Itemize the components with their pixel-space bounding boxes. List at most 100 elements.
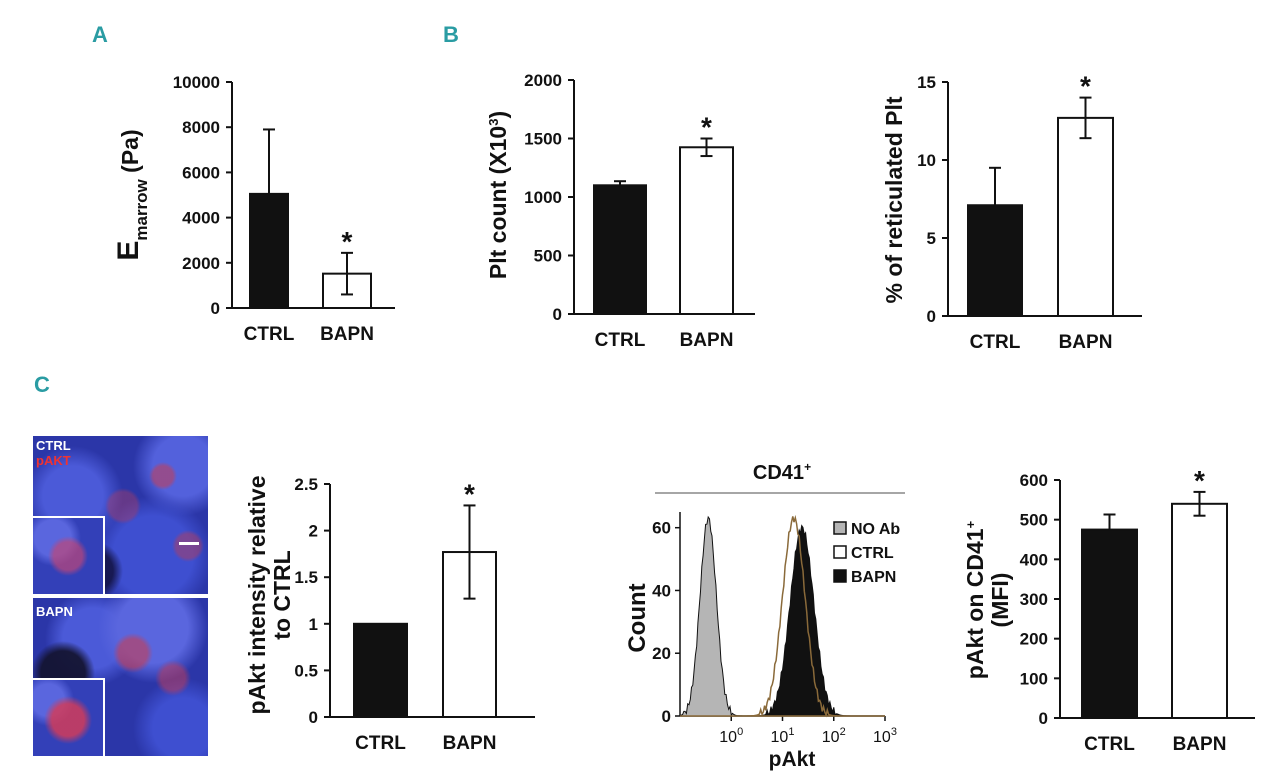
- reticulated-significance-star: *: [1080, 71, 1091, 102]
- panel-letter-b: B: [443, 22, 459, 47]
- emarrow-ytick-label: 0: [211, 299, 220, 318]
- emarrow-ylabel-main: E: [112, 241, 145, 261]
- reticulated-category-ctrl: CTRL: [970, 332, 1021, 353]
- pakt_intensity-ytick-label: 1: [309, 615, 318, 634]
- pakt_mfi-ytick-label: 600: [1020, 471, 1048, 490]
- pakt_mfi-ytick-label: 500: [1020, 511, 1048, 530]
- emarrow-ytick-label: 2000: [182, 254, 220, 273]
- histogram-legend-swatch-no-ab: [833, 521, 847, 535]
- histogram-ylabel: Count: [624, 583, 651, 652]
- emarrow-significance-star: *: [342, 226, 353, 257]
- pakt-intensity-ylabel-1: pAkt intensity relative: [244, 475, 270, 714]
- micrograph-bapn: BAPN: [33, 598, 208, 756]
- histogram-ytick-label: 40: [652, 581, 671, 600]
- pltcount-ytick-label: 2000: [524, 71, 562, 90]
- histogram-xtick-exp: 0: [737, 726, 743, 738]
- pakt_intensity-ytick-label: 2.5: [294, 475, 318, 494]
- pltcount-category-bapn: BAPN: [680, 330, 734, 351]
- histogram-xtick-exp: 2: [840, 726, 846, 738]
- pltcount-category-ctrl: CTRL: [595, 330, 646, 351]
- histogram-xtick-exp: 3: [891, 726, 897, 738]
- histogram-legend-label-bapn: BAPN: [851, 569, 896, 586]
- panel-letter-a: A: [92, 22, 108, 47]
- histogram-ytick-label: 20: [652, 644, 671, 663]
- histogram-xtick-label: 101: [771, 726, 795, 746]
- emarrow-ytick-label: 10000: [173, 73, 220, 92]
- histogram-legend-label-ctrl: CTRL: [851, 545, 894, 562]
- pakt_mfi-bar-ctrl: [1081, 528, 1138, 719]
- histogram-title-main: CD41: [753, 462, 804, 484]
- pakt_mfi-ytick-label: 300: [1020, 590, 1048, 609]
- reticulated-bar-bapn: [1057, 116, 1114, 317]
- pltcount-ylabel: Plt count (X103): [485, 111, 511, 279]
- histogram-xtick-base: 10: [771, 729, 789, 746]
- histogram-title: CD41+: [753, 460, 811, 484]
- pakt_mfi-ytick-label: 100: [1020, 669, 1048, 688]
- histogram-legend-swatch-bapn: [833, 569, 847, 583]
- histogram-xtick-base: 10: [822, 729, 840, 746]
- pltcount-bar-bapn: [679, 146, 734, 315]
- histogram-xtick-base: 10: [719, 729, 737, 746]
- pltcount-ylabel-main: Plt count (X10: [485, 126, 511, 279]
- pakt_intensity-significance-star: *: [464, 478, 475, 509]
- histogram-xtick-label: 103: [873, 726, 897, 746]
- emarrow-ylabel-unit: (Pa): [117, 129, 143, 179]
- histogram-ytick-label: 60: [652, 519, 671, 538]
- pakt_mfi-significance-star: *: [1194, 465, 1205, 496]
- histogram-xtick-exp: 1: [788, 726, 794, 738]
- histogram-xtick-label: 102: [822, 726, 846, 746]
- pakt-intensity-ylabel-2: to CTRL: [269, 550, 295, 639]
- reticulated-category-bapn: BAPN: [1059, 332, 1113, 353]
- histogram-title-sup: +: [804, 460, 811, 474]
- pakt_mfi-ytick-label: 200: [1020, 630, 1048, 649]
- pakt-mfi-ylabel-sup: +: [963, 520, 978, 528]
- histogram-legend-swatch-ctrl: [833, 545, 847, 559]
- reticulated-chart: 0 5 10 15 CTRL * BAPN: [917, 71, 1142, 353]
- pakt_mfi-category-ctrl: CTRL: [1084, 734, 1135, 755]
- pakt_intensity-ytick-label: 1.5: [294, 568, 318, 587]
- pltcount-significance-star: *: [701, 112, 712, 143]
- micrograph-ctrl-inset: [33, 516, 105, 594]
- histogram-xtick-base: 10: [873, 729, 891, 746]
- pltcount-ylabel-sup: 3: [486, 119, 501, 126]
- pltcount-chart: 0 500 1000 1500 2000 CTRL * BAPN: [524, 71, 755, 351]
- pakt_mfi-bar-bapn: [1171, 502, 1228, 719]
- pakt_intensity-bar-ctrl: [353, 622, 408, 718]
- emarrow-bar-ctrl: [249, 192, 289, 309]
- micrograph-label-ctrl: CTRL: [36, 438, 71, 453]
- scale-bar: [179, 542, 199, 545]
- pltcount-ylabel-end: ): [485, 111, 511, 119]
- micrograph-bapn-inset: [33, 678, 105, 756]
- reticulated-ytick-label: 5: [927, 229, 936, 248]
- panel-letter-c: C: [34, 372, 50, 397]
- reticulated-bar-ctrl: [967, 204, 1023, 318]
- pltcount-ytick-label: 1500: [524, 130, 562, 149]
- pakt_mfi-category-bapn: BAPN: [1173, 734, 1227, 755]
- emarrow-category-ctrl: CTRL: [244, 324, 295, 345]
- emarrow-category-bapn: BAPN: [320, 324, 374, 345]
- pakt_mfi-chart: 0 100 200 300 400 500 600 CTRL * BAPN: [1020, 465, 1255, 755]
- pakt_intensity-category-bapn: BAPN: [443, 733, 497, 754]
- emarrow-ytick-label: 8000: [182, 118, 220, 137]
- pakt_mfi-ytick-label: 0: [1039, 709, 1048, 728]
- reticulated-ylabel: % of reticulated Plt: [881, 96, 907, 303]
- emarrow-ylabel-sub: marrow: [132, 178, 151, 240]
- pakt_intensity-chart: 0 0.5 1 1.5 2 2.5 CTRL * BAPN: [294, 475, 535, 754]
- emarrow-ylabel: Emarrow (Pa): [112, 129, 151, 260]
- pakt_mfi-ytick-label: 400: [1020, 550, 1048, 569]
- histogram-legend-label-no-ab: NO Ab: [851, 521, 900, 538]
- pakt_intensity-ytick-label: 0: [309, 708, 318, 727]
- emarrow-ytick-label: 6000: [182, 163, 220, 182]
- histogram-series-ctrl: [680, 514, 885, 718]
- pakt_intensity-category-ctrl: CTRL: [355, 733, 406, 754]
- histogram-xlabel: pAkt: [769, 748, 816, 771]
- pltcount-ytick-label: 1000: [524, 188, 562, 207]
- pltcount-bar-ctrl: [593, 184, 647, 315]
- reticulated-ytick-label: 15: [917, 73, 936, 92]
- pakt-mfi-ylabel-1: pAkt on CD41+: [962, 520, 988, 679]
- micrograph-ctrl: CTRL pAKT: [33, 436, 208, 594]
- reticulated-ytick-label: 10: [917, 151, 936, 170]
- histogram-ytick-label: 0: [662, 707, 671, 726]
